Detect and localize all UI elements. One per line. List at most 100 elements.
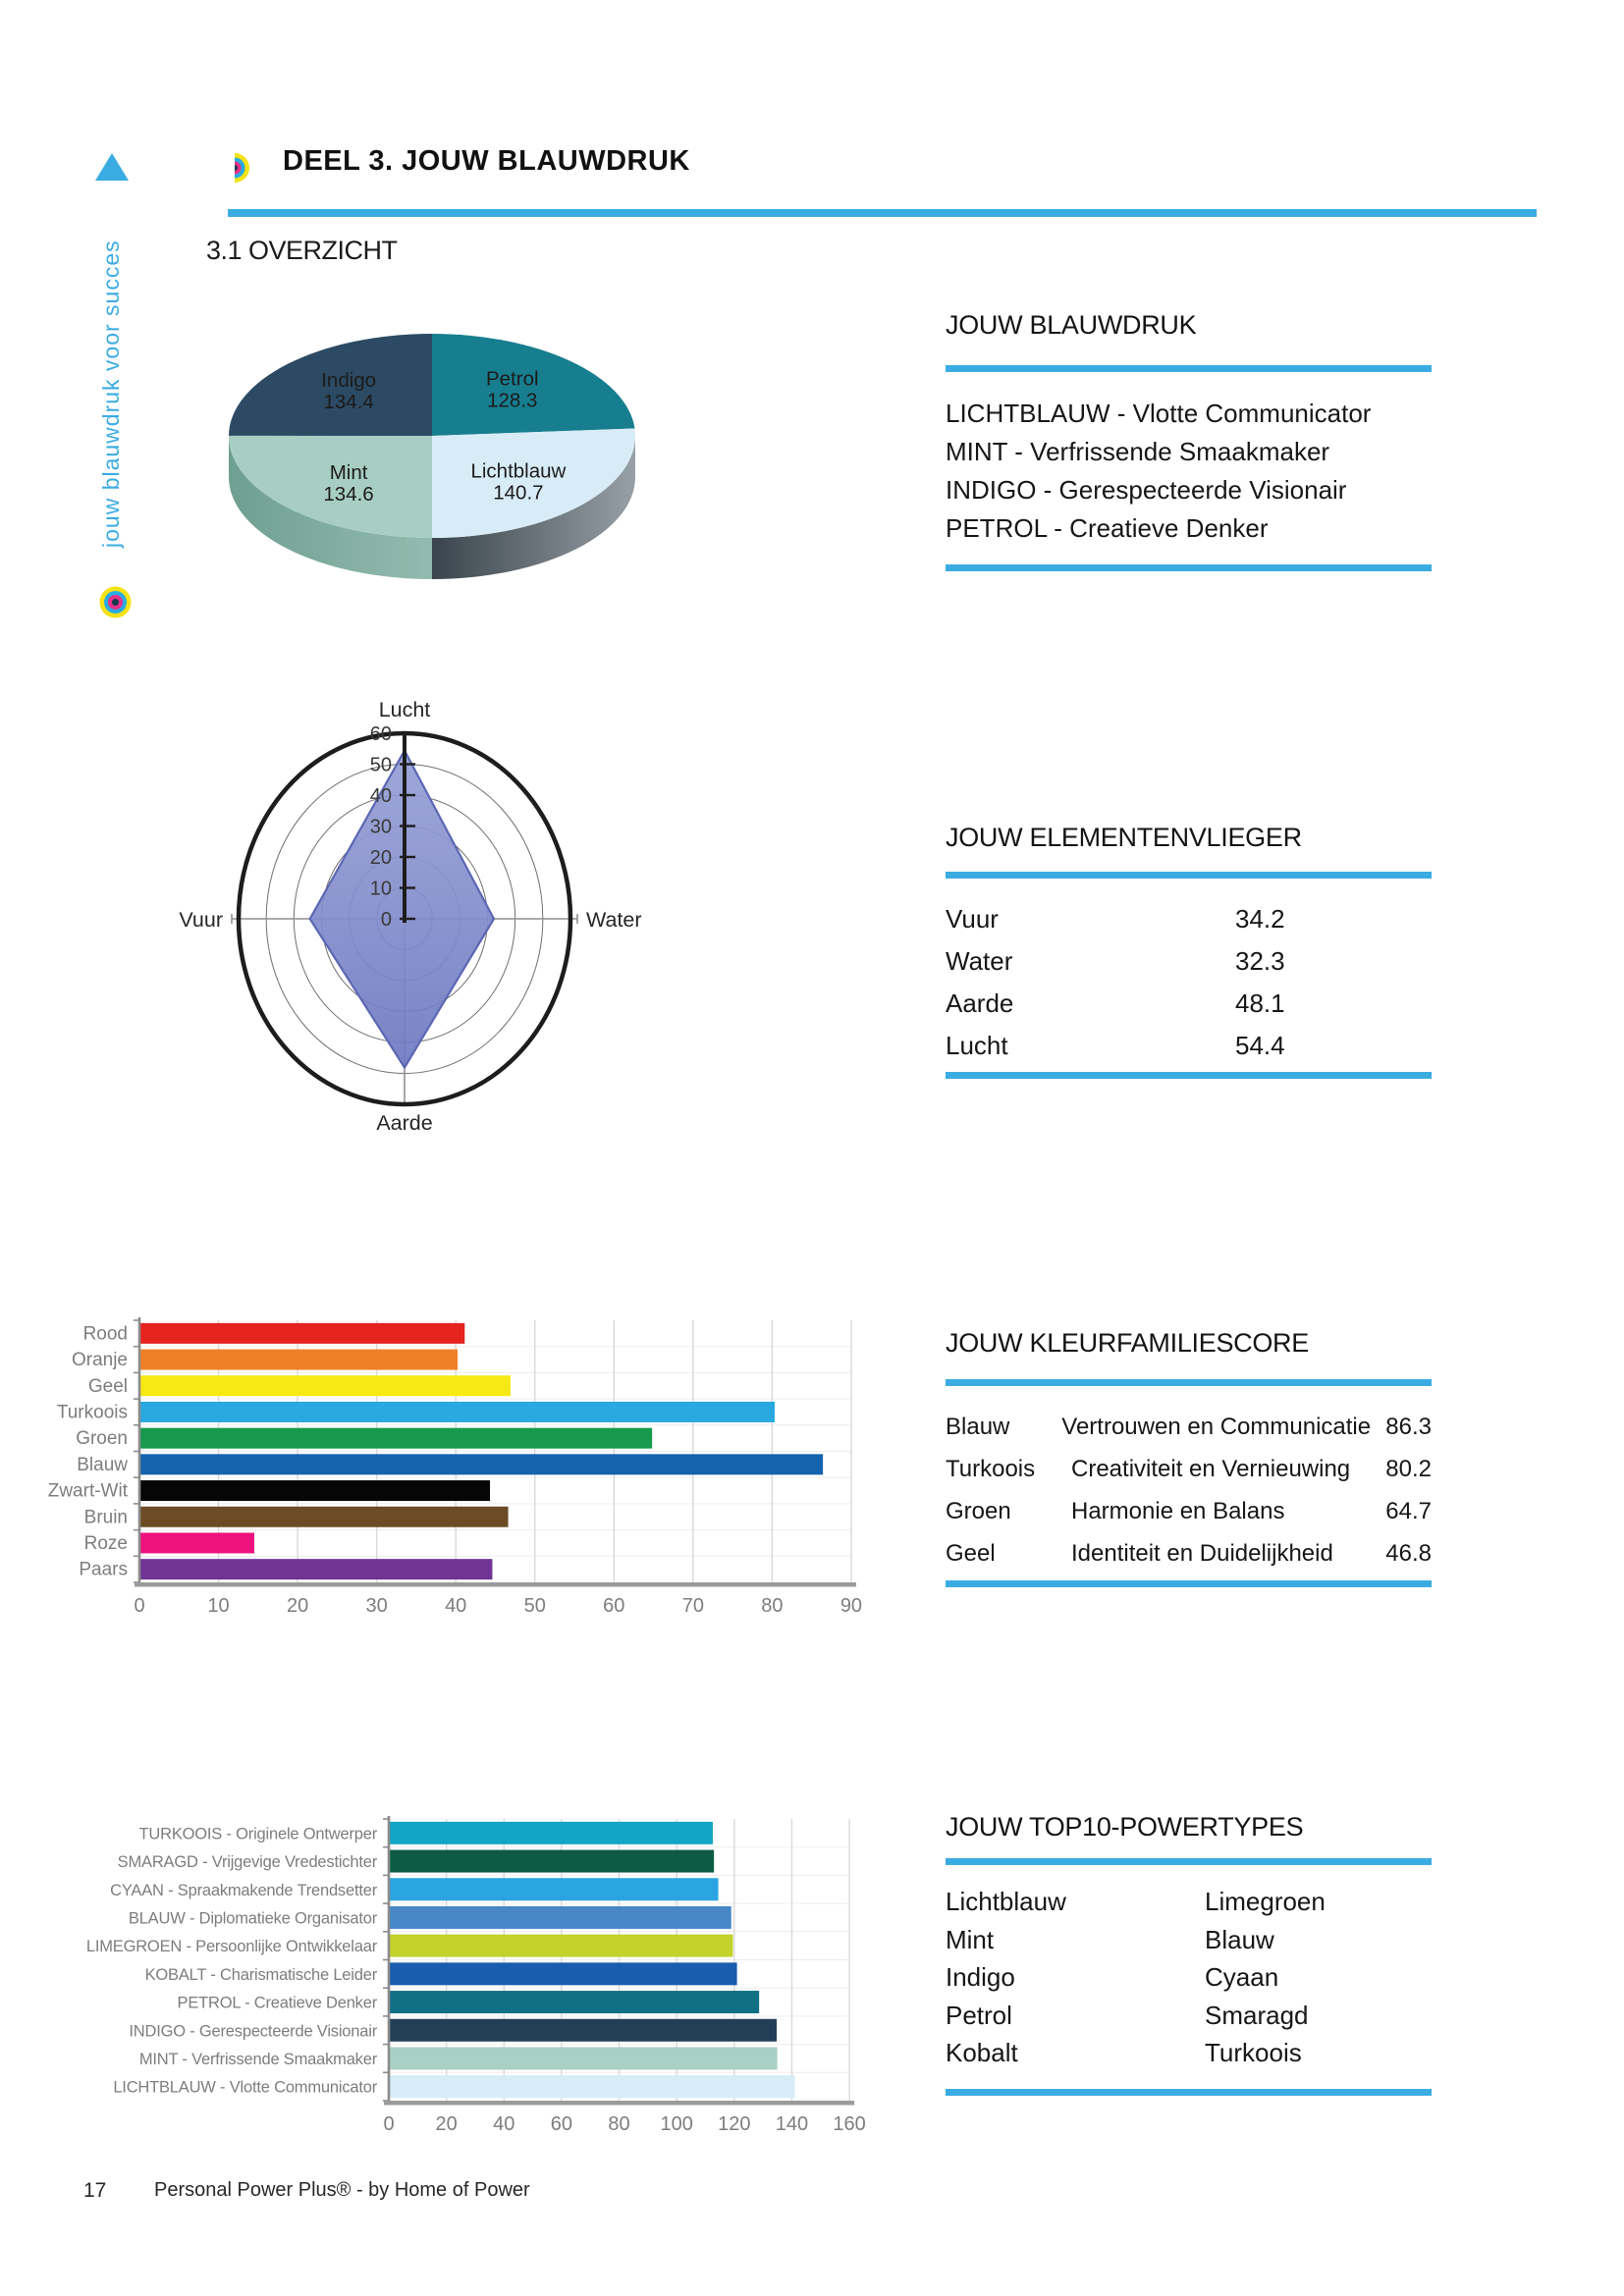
footer-text: Personal Power Plus® - by Home of Power: [154, 2179, 530, 2201]
category-label: LIMEGROEN - Persoonlijke Ontwikkelaar: [86, 1938, 378, 1955]
category-label: Blauw: [77, 1455, 128, 1475]
category-label: TURKOOIS - Originele Ontwerper: [139, 1825, 378, 1842]
title-underline: [228, 209, 1537, 217]
category-label: INDIGO - Gerespecteerde Visionair: [129, 2022, 377, 2040]
top10-item: Petrol: [946, 2000, 1012, 2030]
category-label: MINT - Verfrissende Smaakmaker: [139, 2051, 378, 2068]
category-label: Paars: [79, 1560, 128, 1580]
divider: [946, 564, 1432, 571]
top10-item: Kobalt: [946, 2038, 1018, 2067]
top10-columns: Lichtblauw Mint Indigo Petrol Kobalt Limegro…: [946, 1887, 1432, 2078]
x-tick-label: 0: [134, 1595, 144, 1617]
radar-axis-water: Water: [586, 908, 642, 932]
kleurfamilie-table: Blauw Vertrouwen en Communicatie 86.3 Turko…: [946, 1414, 1432, 1582]
bar-zwart-wit: [140, 1480, 491, 1502]
kleur-value: 80.2: [1385, 1456, 1432, 1482]
kleur-description: Creativiteit en Vernieuwing: [1071, 1456, 1351, 1482]
element-label: Vuur: [946, 904, 999, 934]
bar-blauw-diplomatieke-organisator: [390, 1905, 731, 1929]
bar-indigo-gerespecteerde-visionair: [390, 2018, 778, 2042]
x-tick-label: 80: [608, 2113, 629, 2135]
kleur-name: Groen: [946, 1498, 1011, 1524]
elementen-row: Water 32.3: [946, 946, 1432, 988]
bar-petrol-creatieve-denker: [390, 1991, 760, 2014]
x-tick-label: 30: [366, 1595, 388, 1617]
category-label: SMARAGD - Vrijgevige Vredestichter: [118, 1853, 378, 1871]
x-tick-label: 120: [718, 2113, 750, 2135]
kleurfamilie-row: Groen Harmonie en Balans 64.7: [946, 1498, 1432, 1540]
element-label: Lucht: [946, 1031, 1008, 1060]
x-tick-label: 60: [551, 2113, 572, 2135]
category-label: Bruin: [84, 1507, 128, 1527]
bar-lichtblauw-vlotte-communicator: [390, 2075, 795, 2099]
x-tick-label: 60: [603, 1595, 624, 1617]
kleur-description: Vertrouwen en Communicatie: [1061, 1414, 1372, 1440]
divider: [946, 1072, 1432, 1079]
panel-blauwdruk-title: JOUW BLAUWDRUK: [946, 310, 1197, 340]
blauwdruk-item: LICHTBLAUW - Vlotte Communicator: [946, 399, 1372, 428]
x-tick-label: 70: [682, 1595, 704, 1617]
x-tick-label: 20: [436, 2113, 458, 2135]
x-tick-label: 40: [493, 2113, 514, 2135]
divider: [946, 1858, 1432, 1865]
bar-roze: [140, 1532, 254, 1554]
panel-top10: JOUW TOP10-POWERTYPES Lichtblauw Mint Indi…: [946, 1812, 1432, 2096]
kleur-name: Blauw: [946, 1414, 1010, 1440]
blauwdruk-item: MINT - Verfrissende Smaakmaker: [946, 437, 1330, 466]
top10-item: Lichtblauw: [946, 1887, 1066, 1916]
blauwdruk-items: LICHTBLAUW - Vlotte Communicator MINT - V…: [946, 399, 1432, 552]
divider: [946, 1379, 1432, 1386]
panel-top10-title: JOUW TOP10-POWERTYPES: [946, 1812, 1304, 1842]
bar-groen: [140, 1427, 653, 1449]
x-tick-label: 10: [207, 1595, 229, 1617]
elementen-row: Lucht 54.4: [946, 1031, 1432, 1073]
sidebar-vertical-text: jouw blauwdruk voor succes: [98, 240, 124, 548]
pie-slice-label: Mint: [330, 461, 368, 484]
category-label: Roze: [84, 1533, 128, 1554]
top10-item: Blauw: [1205, 1924, 1274, 1954]
radar-tick-label: 0: [381, 909, 392, 931]
radar-tick-label: 40: [370, 785, 392, 807]
divider: [946, 2089, 1432, 2096]
radar-axis-lucht: Lucht: [379, 698, 431, 721]
bar-blauw: [140, 1454, 824, 1475]
top10-column-2: Limegroen Blauw Cyaan Smaragd Turkoois: [1205, 1887, 1326, 2076]
pie-slice-value: 140.7: [493, 481, 543, 504]
element-value: 48.1: [1235, 988, 1285, 1018]
element-value: 34.2: [1235, 904, 1285, 934]
kleur-name: Geel: [946, 1540, 996, 1567]
category-label: BLAUW - Diplomatieke Organisator: [129, 1909, 378, 1927]
x-tick-label: 100: [661, 2113, 693, 2135]
footer-page-number: 17: [83, 2179, 107, 2202]
half-bullseye-logo-icon: [235, 153, 249, 183]
blauwdruk-item: PETROL - Creatieve Denker: [946, 513, 1269, 543]
bullseye-logo-icon: [99, 586, 132, 618]
elementen-table: Vuur 34.2 Water 32.3 Aarde 48.1 Lucht 54.4: [946, 904, 1432, 1073]
panel-elementen-title: JOUW ELEMENTENVLIEGER: [946, 823, 1302, 852]
element-value: 32.3: [1235, 946, 1285, 976]
element-label: Aarde: [946, 988, 1014, 1018]
kleur-name: Turkoois: [946, 1456, 1036, 1482]
panel-blauwdruk: JOUW BLAUWDRUK LICHTBLAUW - Vlotte Commu…: [946, 310, 1432, 571]
category-label: KOBALT - Charismatische Leider: [145, 1966, 378, 1984]
pie-slice-label: Petrol: [486, 367, 539, 390]
kleur-description: Harmonie en Balans: [1071, 1498, 1285, 1524]
bar-mint-verfrissende-smaakmaker: [390, 2047, 778, 2070]
radar-tick-label: 60: [370, 723, 392, 745]
category-label: LICHTBLAUW - Vlotte Communicator: [113, 2079, 377, 2097]
divider: [946, 1580, 1432, 1587]
pie-slice-label: Lichtblauw: [470, 459, 566, 482]
element-label: Water: [946, 946, 1013, 976]
radar-tick-label: 50: [370, 755, 392, 776]
top10-item: Cyaan: [1205, 1962, 1279, 1992]
element-value: 54.4: [1235, 1031, 1285, 1060]
radar-axis-vuur: Vuur: [179, 908, 223, 932]
bar-rood: [140, 1322, 465, 1344]
x-tick-label: 140: [776, 2113, 808, 2135]
radar-tick-label: 20: [370, 847, 392, 869]
top10-item: Smaragd: [1205, 2000, 1309, 2030]
kleurfamilie-row: Blauw Vertrouwen en Communicatie 86.3: [946, 1414, 1432, 1456]
pie-slice-value: 134.4: [323, 391, 373, 413]
top10-item: Mint: [946, 1924, 995, 1954]
